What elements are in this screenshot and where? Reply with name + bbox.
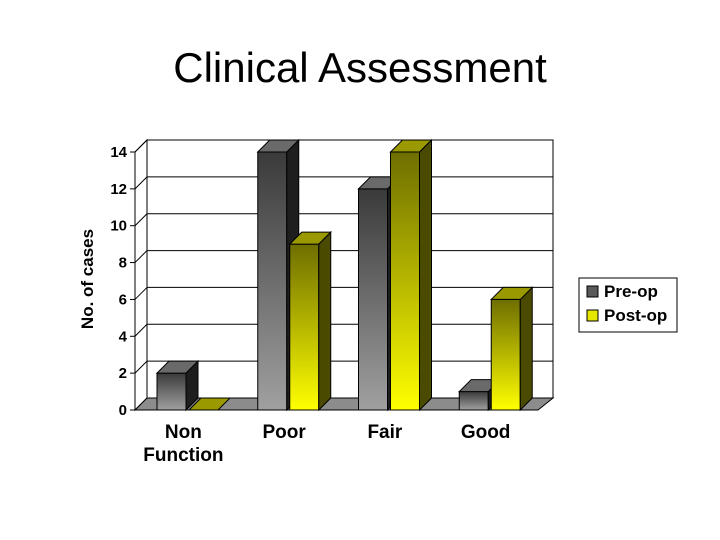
y-tick-label: 0	[119, 402, 127, 419]
bar-front	[257, 151, 288, 411]
gridline-side	[134, 139, 148, 153]
bar-post-op-0	[187, 397, 232, 411]
gridline-side	[134, 287, 148, 300]
y-tick-label: 14	[110, 144, 127, 161]
y-tick-label: 6	[119, 291, 127, 308]
bar-pre-op-0	[155, 359, 200, 412]
bar-top	[187, 397, 232, 411]
y-axis-label: No. of cases	[78, 229, 97, 329]
plot-area	[133, 138, 555, 412]
legend: Pre-op Post-op	[578, 277, 678, 333]
bar-top	[389, 139, 433, 153]
y-tick-label: 12	[110, 181, 127, 198]
bar-side	[318, 230, 332, 412]
y-tick-label: 4	[119, 328, 128, 345]
bar-front	[390, 151, 420, 411]
bar-top	[490, 286, 534, 300]
gridline-side	[134, 176, 148, 190]
bar-top	[288, 231, 332, 245]
gridline-side	[134, 360, 148, 374]
x-tick-label: Poor	[262, 422, 306, 443]
bar-post-op-3	[490, 286, 534, 412]
legend-swatch-post-op	[586, 309, 599, 322]
bar-side	[519, 286, 533, 412]
x-tick-label: Fair	[367, 422, 402, 443]
plot-back-wall	[146, 139, 554, 399]
x-tick-label: Function	[143, 445, 223, 466]
bar-front	[490, 298, 521, 411]
bars-group	[155, 138, 534, 412]
x-tick-label: Non	[165, 422, 202, 443]
gridline-side	[134, 250, 148, 263]
y-tick-label: 10	[110, 218, 127, 235]
x-tick-label: Good	[461, 422, 511, 443]
y-tick-label: 8	[119, 255, 127, 272]
bar-front	[156, 372, 187, 411]
bar-front	[358, 188, 388, 411]
bar-top	[155, 360, 200, 374]
legend-swatch-pre-op	[586, 285, 599, 298]
gridline-side	[134, 323, 148, 337]
bar-top	[256, 139, 300, 153]
y-tick-label: 2	[119, 365, 127, 382]
plot-side-wall	[134, 138, 148, 412]
bar-post-op-1	[288, 230, 332, 412]
bar-front	[289, 243, 320, 411]
bar-front	[458, 391, 489, 411]
gridline-side	[134, 213, 148, 227]
legend-label-post-op: Post-op	[604, 306, 667, 325]
chart-title: Clinical Assessment	[173, 44, 547, 91]
bar-side	[419, 138, 432, 412]
bar-post-op-2	[389, 138, 433, 412]
legend-label-pre-op: Pre-op	[604, 282, 658, 301]
